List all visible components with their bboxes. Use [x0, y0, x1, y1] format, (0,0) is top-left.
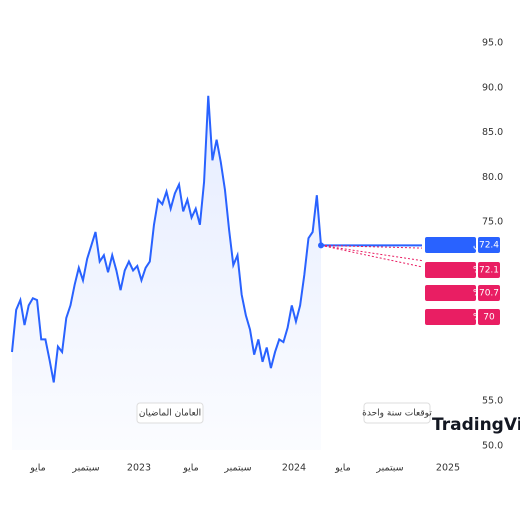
- forecast-line: [320, 244, 423, 268]
- forecast-tag: [425, 285, 476, 301]
- forecast-value: 72.1: [479, 266, 499, 276]
- price-line: [11, 95, 322, 383]
- x-tick-label: سبتمبر: [375, 463, 403, 474]
- forecast-line: [320, 244, 423, 262]
- past-label: العامان الماضيان: [139, 409, 201, 419]
- y-tick-label: 80.0: [482, 172, 503, 183]
- y-tick-label: 50.0: [482, 441, 503, 452]
- area: [12, 95, 321, 451]
- y-tick-label: 75.0: [482, 217, 503, 228]
- x-tick-label: سبتمبر: [223, 463, 251, 474]
- current-value: 72.4: [479, 241, 499, 251]
- x-tick-label: سبتمبر: [71, 463, 99, 474]
- forecast-period-label-box: [363, 402, 431, 424]
- forecast-value: 70.7: [479, 289, 499, 299]
- x-tick-label: مايو: [29, 463, 46, 474]
- past-label-box: [136, 402, 204, 424]
- y-tick-label: 55.0: [482, 396, 503, 407]
- x-tick-label: 2025: [436, 463, 460, 474]
- x-tick-label: مايو: [182, 463, 199, 474]
- forecast-period-label: توقعات سنة واحدة: [362, 409, 432, 419]
- y-tick-label: 95.0: [482, 38, 503, 49]
- forecast-tag: [425, 262, 476, 278]
- x-tick-label: 2024: [282, 463, 306, 474]
- forecast-tag: [425, 309, 476, 325]
- brand: TradingView: [432, 415, 520, 435]
- last-dot: [318, 242, 324, 249]
- value-tag: [478, 262, 500, 278]
- current-value-tag: [478, 237, 500, 253]
- x-tick-label: 2023: [127, 463, 151, 474]
- y-tick-label: 85.0: [482, 127, 503, 138]
- value-tag: [478, 285, 500, 301]
- x-tick-label: مايو: [334, 463, 351, 474]
- value-tag: [478, 309, 500, 325]
- forecast-line: [320, 244, 423, 249]
- y-tick-label: 90.0: [482, 82, 503, 93]
- current-tag: [425, 237, 476, 253]
- forecast-value: 70: [483, 313, 495, 323]
